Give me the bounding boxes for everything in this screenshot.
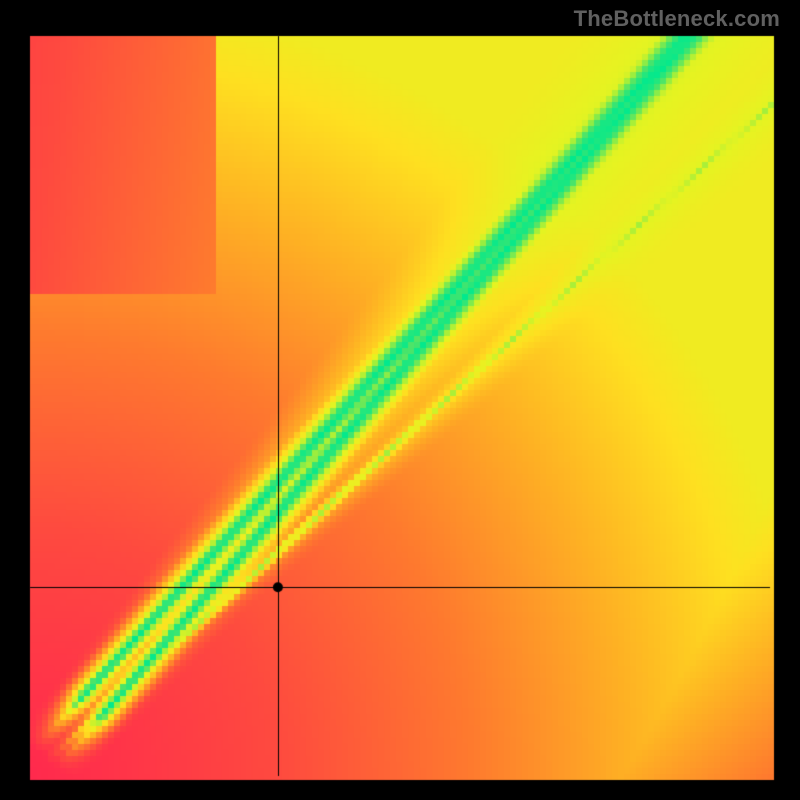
watermark-text: TheBottleneck.com (574, 6, 780, 32)
chart-container: TheBottleneck.com (0, 0, 800, 800)
overlay-canvas (0, 0, 800, 800)
